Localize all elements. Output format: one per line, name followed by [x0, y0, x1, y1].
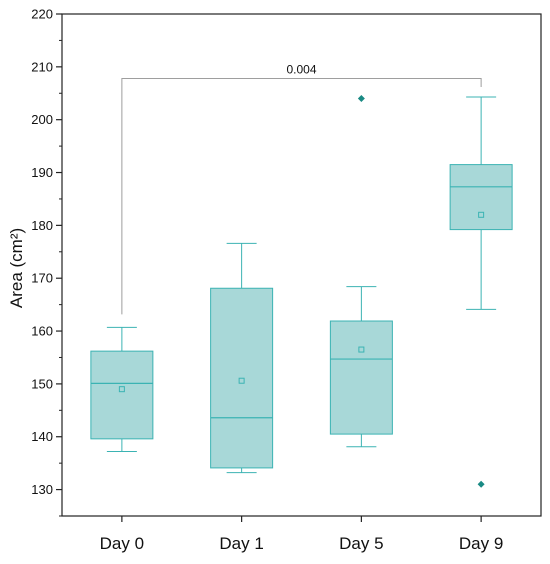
x-tick-label: Day 9 — [459, 534, 503, 553]
mean-marker — [238, 377, 245, 384]
mean-marker — [478, 211, 485, 218]
bracket-line — [121, 77, 482, 315]
y-tick-label: 190 — [31, 165, 53, 180]
y-tick-label: 220 — [31, 7, 53, 22]
mean-marker — [358, 346, 365, 353]
outlier-point — [477, 480, 485, 488]
box-day-9 — [449, 96, 513, 488]
y-tick-label: 200 — [31, 112, 53, 127]
y-tick-label: 210 — [31, 59, 53, 74]
boxes — [90, 95, 513, 488]
box-day-0 — [90, 326, 154, 453]
box-day-5 — [329, 95, 393, 448]
p-value-label: 0.004 — [286, 62, 316, 76]
y-tick-label: 150 — [31, 376, 53, 391]
iqr-box — [449, 164, 513, 231]
x-tick-label: Day 5 — [339, 534, 383, 553]
mean-marker — [118, 386, 125, 393]
iqr-box — [90, 350, 154, 440]
x-tick-label: Day 1 — [219, 534, 263, 553]
y-tick-label: 140 — [31, 429, 53, 444]
y-tick-label: 130 — [31, 482, 53, 497]
outlier-point — [357, 95, 365, 103]
y-tick-label: 160 — [31, 324, 53, 339]
y-tick-label: 170 — [31, 271, 53, 286]
box-day-1 — [210, 242, 274, 474]
x-tick-label: Day 0 — [100, 534, 144, 553]
plot-frame — [61, 13, 542, 517]
iqr-box — [329, 320, 393, 435]
y-tick-label: 180 — [31, 218, 53, 233]
y-axis-title: Area (cm²) — [7, 228, 26, 308]
significance-bracket: 0.004 — [121, 62, 482, 315]
axes: 130 140 150 160 170 180 190 200 210 220 Day 0 Day 1… — [31, 7, 542, 553]
